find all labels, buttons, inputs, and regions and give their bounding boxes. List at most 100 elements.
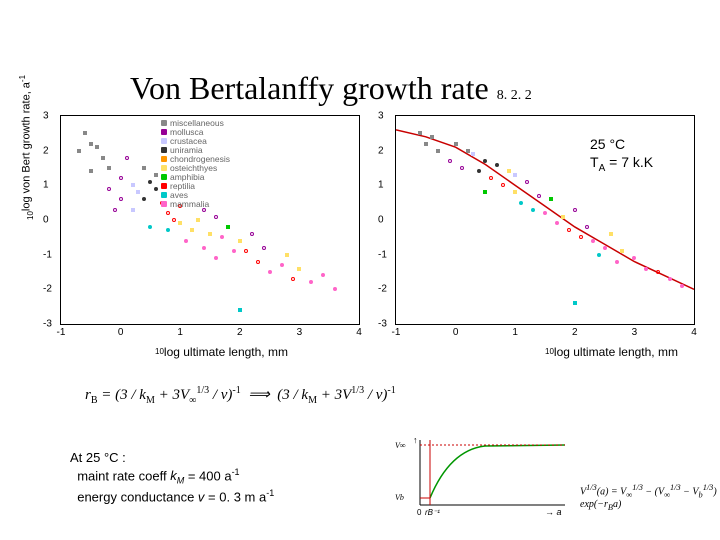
data-point bbox=[436, 149, 440, 153]
data-point bbox=[525, 180, 529, 184]
data-point bbox=[184, 239, 188, 243]
data-point bbox=[418, 131, 422, 135]
data-point bbox=[250, 232, 254, 236]
data-point bbox=[573, 208, 577, 212]
data-point bbox=[232, 249, 236, 253]
y-tick: 0 bbox=[43, 215, 49, 226]
legend-swatch bbox=[161, 120, 167, 126]
legend-item: osteichthyes bbox=[161, 163, 230, 172]
data-point bbox=[202, 246, 206, 250]
data-point bbox=[483, 190, 487, 194]
y-tick: -1 bbox=[43, 249, 52, 260]
data-point bbox=[77, 149, 81, 153]
legend-swatch bbox=[161, 201, 167, 207]
data-point bbox=[668, 277, 672, 281]
data-point bbox=[280, 263, 284, 267]
data-point bbox=[107, 166, 111, 170]
data-point bbox=[166, 211, 170, 215]
data-point bbox=[83, 131, 87, 135]
legend-swatch bbox=[161, 156, 167, 162]
y-tick: 2 bbox=[43, 145, 49, 156]
data-point bbox=[268, 270, 272, 274]
data-point bbox=[615, 260, 619, 264]
data-point bbox=[561, 215, 565, 219]
footnote: At 25 °C : maint rate coeff kM = 400 a-1… bbox=[70, 450, 274, 506]
data-point bbox=[101, 156, 105, 160]
title-text: Von Bertalanffy growth rate bbox=[130, 70, 489, 106]
data-point bbox=[430, 135, 434, 139]
y-tick: -2 bbox=[378, 284, 387, 295]
x-tick: 3 bbox=[632, 327, 638, 338]
title-section: 8. 2. 2 bbox=[497, 88, 532, 103]
legend: miscellaneousmolluscacrustaceauniramiach… bbox=[161, 118, 230, 208]
legend-item: miscellaneous bbox=[161, 118, 230, 127]
data-point bbox=[262, 246, 266, 250]
data-point bbox=[460, 166, 464, 170]
x-tick: 1 bbox=[512, 327, 518, 338]
y-tick: 3 bbox=[378, 111, 384, 122]
svg-text:V∞: V∞ bbox=[395, 441, 406, 450]
inset-equation: V1/3(a) = V∞1/3 − (V∞1/3 − Vb1/3) exp(−r… bbox=[580, 483, 720, 512]
scatter-chart-left: -101234-3-2-10123miscellaneousmolluscacr… bbox=[60, 115, 360, 325]
data-point bbox=[501, 183, 505, 187]
legend-swatch bbox=[161, 165, 167, 171]
data-point bbox=[285, 253, 289, 257]
data-point bbox=[154, 187, 158, 191]
data-point bbox=[148, 180, 152, 184]
data-point bbox=[448, 159, 452, 163]
data-point bbox=[238, 308, 242, 312]
data-point bbox=[136, 190, 140, 194]
data-point bbox=[507, 169, 511, 173]
data-point bbox=[125, 156, 129, 160]
x-tick: -1 bbox=[57, 327, 66, 338]
data-point bbox=[454, 142, 458, 146]
legend-item: crustacea bbox=[161, 136, 230, 145]
x-axis-label-left: 10log ultimate length, mm bbox=[155, 345, 288, 359]
y-axis-label-left: 10log von Bert growth rate, a-1 bbox=[18, 75, 35, 220]
data-point bbox=[148, 225, 152, 229]
svg-text:0: 0 bbox=[417, 508, 422, 517]
data-point bbox=[309, 280, 313, 284]
data-point bbox=[226, 225, 230, 229]
y-tick: 3 bbox=[43, 111, 49, 122]
page-title: Von Bertalanffy growth rate 8. 2. 2 bbox=[130, 70, 532, 107]
data-point bbox=[680, 284, 684, 288]
data-point bbox=[466, 149, 470, 153]
legend-label: osteichthyes bbox=[170, 164, 217, 172]
data-point bbox=[513, 173, 517, 177]
data-point bbox=[131, 183, 135, 187]
x-tick: 4 bbox=[691, 327, 697, 338]
inset-chart: V∞ Vb 0 rB⁻¹ → a ↑ bbox=[395, 430, 575, 515]
data-point bbox=[620, 249, 624, 253]
data-point bbox=[477, 169, 481, 173]
data-point bbox=[609, 232, 613, 236]
svg-text:→ a: → a bbox=[545, 507, 562, 517]
legend-label: miscellaneous bbox=[170, 119, 224, 127]
y-tick: 1 bbox=[43, 180, 49, 191]
legend-label: reptilia bbox=[170, 182, 195, 190]
data-point bbox=[95, 145, 99, 149]
data-point bbox=[291, 277, 295, 281]
legend-item: amphibia bbox=[161, 172, 230, 181]
x-tick: -1 bbox=[392, 327, 401, 338]
data-point bbox=[208, 232, 212, 236]
x-tick: 3 bbox=[297, 327, 303, 338]
svg-text:rB⁻¹: rB⁻¹ bbox=[425, 508, 440, 517]
y-tick: 1 bbox=[378, 180, 384, 191]
data-point bbox=[119, 197, 123, 201]
data-point bbox=[190, 228, 194, 232]
legend-label: aves bbox=[170, 191, 188, 199]
legend-item: mammalia bbox=[161, 199, 230, 208]
data-point bbox=[89, 142, 93, 146]
legend-swatch bbox=[161, 129, 167, 135]
data-point bbox=[166, 228, 170, 232]
legend-label: crustacea bbox=[170, 137, 207, 145]
y-tick: -3 bbox=[378, 319, 387, 330]
data-point bbox=[424, 142, 428, 146]
data-point bbox=[196, 218, 200, 222]
data-point bbox=[142, 197, 146, 201]
data-point bbox=[142, 166, 146, 170]
x-tick: 2 bbox=[237, 327, 243, 338]
data-point bbox=[113, 208, 117, 212]
data-point bbox=[489, 176, 493, 180]
